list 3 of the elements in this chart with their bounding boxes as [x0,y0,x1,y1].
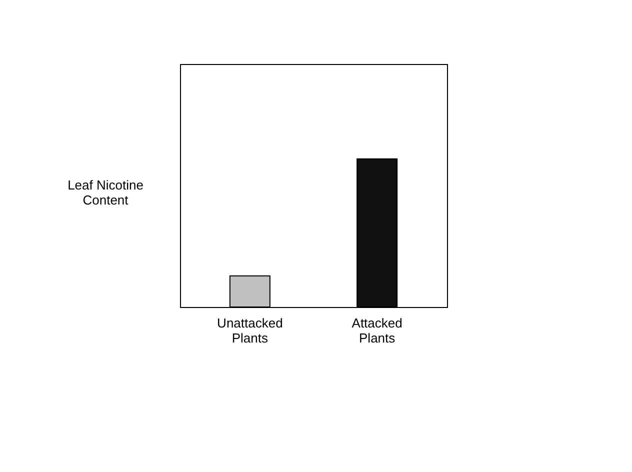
x-tick-label: Unattacked Plants [217,316,283,346]
y-axis-title: Leaf Nicotine Content [68,178,144,208]
x-tick-label: Attacked Plants [352,316,402,346]
